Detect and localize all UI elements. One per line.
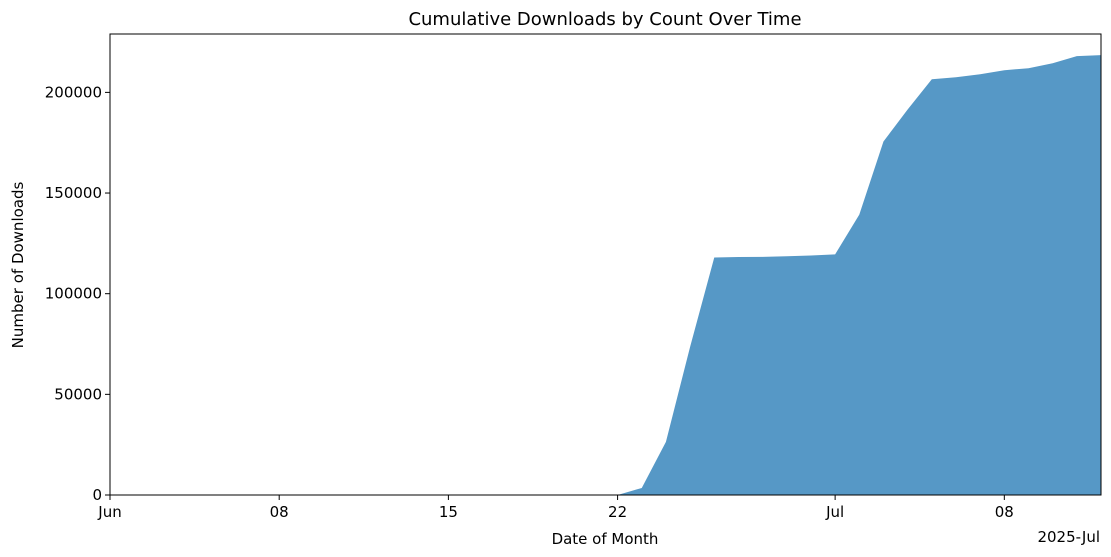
y-tick-label: 200000 <box>45 83 102 101</box>
x-tick-label: 15 <box>439 503 458 521</box>
x-tick-label: 22 <box>608 503 627 521</box>
y-tick-label: 100000 <box>45 285 102 303</box>
plot-frame <box>109 33 1102 496</box>
y-tick-label: 50000 <box>54 385 102 403</box>
chart-title: Cumulative Downloads by Count Over Time <box>408 9 801 30</box>
x-tick-label: 08 <box>995 503 1014 521</box>
x-tick-label: Jul <box>825 503 844 521</box>
x-offset-label: 2025-Jul <box>1037 528 1100 546</box>
x-tick-label: Jun <box>97 503 121 521</box>
x-tick-label: 08 <box>270 503 289 521</box>
y-tick-label: 0 <box>92 486 102 504</box>
area <box>617 55 1101 496</box>
y-axis-label: Number of Downloads <box>9 182 27 349</box>
x-axis-label: Date of Month <box>552 530 659 548</box>
y-tick-label: 150000 <box>45 184 102 202</box>
